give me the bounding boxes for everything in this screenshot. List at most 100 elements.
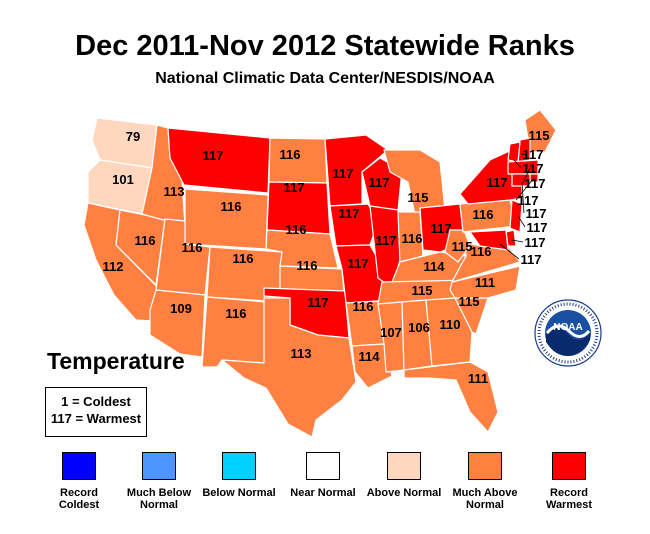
leader-line-md (499, 243, 520, 260)
map-title: Dec 2011-Nov 2012 Statewide Ranks (75, 30, 575, 62)
rank-label-md: 117 (521, 252, 542, 267)
legend-swatch (387, 452, 421, 480)
rank-label-va: 116 (471, 244, 492, 259)
leader-line-vt (513, 159, 522, 169)
state-wv (444, 229, 471, 263)
rank-label-me: 115 (529, 128, 550, 143)
rank-label-ny: 117 (487, 175, 508, 190)
legend-item-below: Below Normal (199, 452, 279, 499)
rank-label-nj: 117 (527, 220, 548, 235)
noaa-logo-text: NOAA (553, 322, 582, 333)
state-fl (403, 361, 499, 433)
legend-label: Record Warmest (545, 487, 593, 511)
state-nj (509, 199, 523, 233)
rank-label-wy: 116 (221, 199, 242, 214)
legend-label: Near Normal (290, 487, 356, 499)
rank-label-ms: 107 (380, 325, 402, 340)
rank-label-ia: 117 (339, 206, 360, 221)
state-ms (377, 301, 405, 373)
rank-label-ks: 116 (297, 258, 318, 273)
rank-label-mn: 117 (333, 166, 354, 181)
rank-label-tn: 115 (412, 283, 433, 298)
rank-key-coldest: 1 = Coldest (61, 394, 131, 409)
parameter-label: Temperature (47, 348, 185, 374)
rank-label-vt: 117 (523, 161, 544, 176)
rank-label-nh: 117 (523, 147, 544, 162)
leader-line-ct (521, 181, 525, 214)
rank-label-mt: 117 (203, 148, 224, 163)
state-tx (221, 297, 357, 438)
state-nc (449, 265, 521, 299)
leader-line-nj (517, 215, 526, 228)
legend-swatch (142, 452, 176, 480)
map-subtitle: National Climatic Data Center/NESDIS/NOA… (155, 70, 495, 87)
state-la (351, 343, 393, 389)
legend-item-near: Near Normal (283, 452, 363, 499)
rank-label-la: 114 (359, 349, 381, 364)
rank-label-de: 117 (525, 235, 546, 250)
legend-label: Below Normal (202, 487, 276, 499)
rank-label-ca: 112 (103, 259, 124, 274)
rank-label-or: 101 (112, 172, 134, 187)
rank-label-sd: 117 (284, 180, 305, 195)
rank-label-wv: 115 (452, 239, 473, 254)
rank-label-ri: 117 (518, 193, 539, 208)
legend-swatch (62, 452, 96, 480)
legend-label: Much Above Normal (452, 487, 518, 511)
rank-label-nc: 111 (475, 275, 495, 290)
rank-label-fl: 111 (468, 371, 488, 386)
legend-item-much-below: Much Below Normal (119, 452, 199, 511)
rank-label-ct: 117 (526, 206, 547, 221)
rank-label-ut: 116 (182, 240, 203, 255)
leader-line-nh (520, 153, 528, 156)
rank-key-warmest: 117 = Warmest (50, 411, 142, 426)
legend-swatch (306, 452, 340, 480)
rank-label-nv: 116 (135, 233, 156, 248)
rank-label-ky: 114 (424, 259, 446, 274)
legend-item-record-warmest: Record Warmest (529, 452, 609, 511)
rank-label-ne: 116 (286, 222, 307, 237)
legend-item-record-coldest: Record Coldest (39, 452, 119, 511)
legend-label: Above Normal (366, 487, 442, 499)
leader-line-ri (515, 177, 535, 201)
state-mt (167, 127, 271, 194)
rank-label-in: 116 (402, 231, 423, 246)
state-ga (425, 297, 473, 367)
rank-label-ok: 117 (308, 295, 329, 310)
legend-label: Much Below Normal (126, 487, 192, 511)
rank-label-ar: 116 (353, 299, 374, 314)
rank-key-box: 1 = Coldest 117 = Warmest (45, 387, 147, 437)
rank-label-az: 109 (170, 301, 192, 316)
legend-swatch (468, 452, 502, 480)
rank-label-al: 106 (408, 320, 430, 335)
noaa-logo: NOAA (534, 299, 602, 367)
legend-swatch (552, 452, 586, 480)
rank-label-oh: 117 (431, 221, 452, 236)
legend-item-much-above: Much Above Normal (445, 452, 525, 511)
rank-label-mo: 117 (348, 256, 369, 271)
rank-label-wi: 117 (369, 175, 390, 190)
leader-lines (499, 153, 535, 260)
rank-label-ma: 117 (525, 176, 546, 191)
rank-label-tx: 113 (291, 346, 312, 361)
legend-label: Record Coldest (58, 487, 100, 511)
state-vt (507, 141, 521, 163)
rank-label-il: 117 (376, 233, 397, 248)
rank-label-pa: 116 (473, 207, 494, 222)
leader-line-ma (522, 167, 531, 184)
legend-swatch (222, 452, 256, 480)
state-shapes (83, 109, 557, 438)
leader-line-de (511, 239, 524, 243)
rank-label-mi: 115 (408, 190, 429, 205)
rank-label-wa: 79 (126, 129, 140, 144)
legend-item-above: Above Normal (364, 452, 444, 499)
rank-label-co: 116 (233, 251, 254, 266)
rank-label-nd: 116 (280, 147, 301, 162)
state-az (149, 289, 206, 358)
rank-label-id: 113 (164, 184, 185, 199)
rank-label-nm: 116 (226, 306, 247, 321)
rank-label-sc: 115 (459, 294, 480, 309)
state-rank-labels: 7910111211611311711611610911611611611711… (103, 128, 550, 386)
rank-label-ga: 110 (440, 317, 461, 332)
